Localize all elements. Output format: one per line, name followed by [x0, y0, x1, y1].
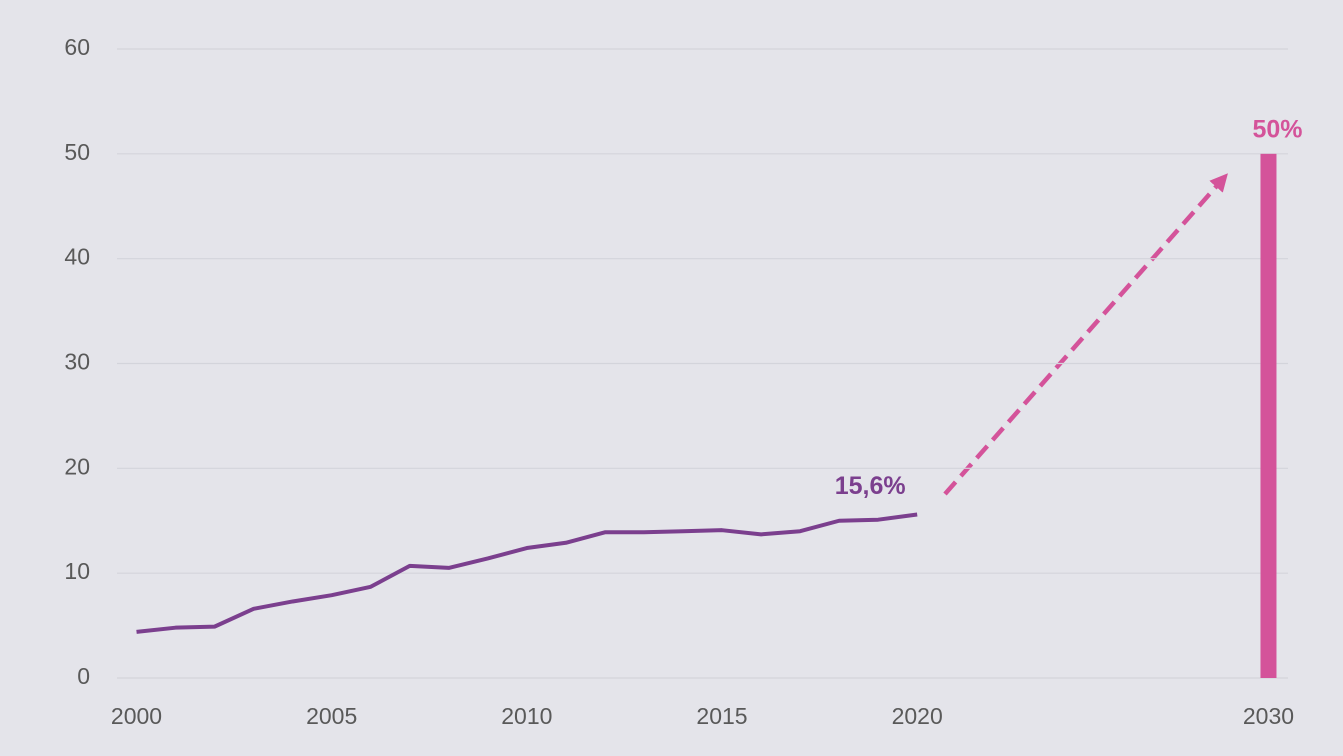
trend-arrow [943, 173, 1228, 496]
y-tick-label: 50 [64, 139, 90, 165]
x-tick-label: 2000 [111, 703, 162, 729]
y-tick-label: 30 [64, 349, 90, 375]
x-tick-label: 2020 [892, 703, 943, 729]
data-label: 15,6% [835, 472, 906, 500]
x-tick-label: 2005 [306, 703, 357, 729]
bar [1260, 153, 1277, 679]
y-tick-label: 40 [64, 244, 90, 270]
data-label: 50% [1252, 115, 1302, 143]
x-tick-label: 2015 [696, 703, 747, 729]
data-line [136, 512, 918, 634]
x-tick-label: 2030 [1243, 703, 1294, 729]
y-tick-label: 20 [64, 453, 90, 479]
y-tick-label: 60 [64, 34, 90, 60]
x-tick-label: 2010 [501, 703, 552, 729]
y-tick-label: 10 [64, 558, 90, 584]
y-tick-label: 0 [77, 663, 90, 689]
